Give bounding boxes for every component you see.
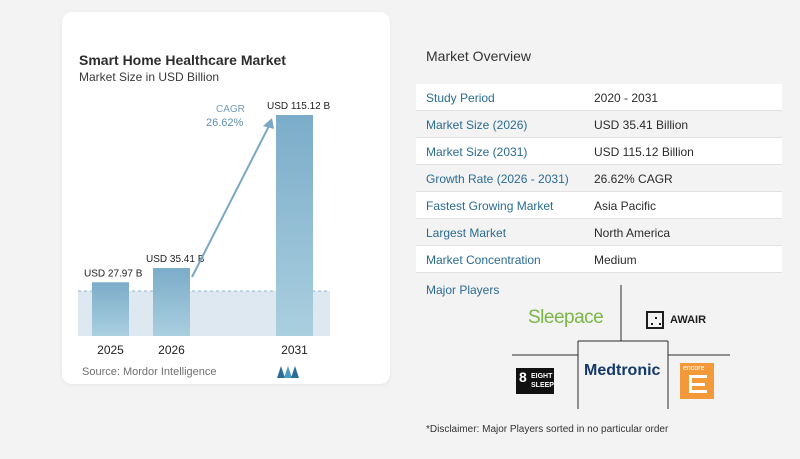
bar-2026 — [153, 268, 190, 336]
sleepace-logo: Sleepace — [528, 307, 604, 328]
overview-value: North America — [594, 226, 671, 240]
overview-row-study-period: Study Period 2020 - 2031 — [416, 84, 782, 111]
overview-value: USD 35.41 Billion — [594, 118, 689, 132]
overview-row-growth-rate: Growth Rate (2026 - 2031) 26.62% CAGR — [416, 165, 782, 192]
overview-value: USD 115.12 Billion — [594, 145, 694, 159]
overview-row-fastest-growing: Fastest Growing Market Asia Pacific — [416, 192, 782, 219]
overview-key: Growth Rate (2026 - 2031) — [426, 172, 569, 186]
encore-logo: encore — [680, 363, 714, 399]
data-label-2031: USD 115.12 B — [267, 101, 331, 112]
eight-sleep-logo-word2: SLEEP — [531, 382, 554, 389]
cagr-value: 26.62% — [206, 117, 244, 129]
encore-e-icon — [689, 375, 707, 393]
overview-key: Market Size (2031) — [426, 145, 528, 159]
overview-key: Study Period — [426, 91, 495, 105]
x-tick-2026: 2026 — [158, 343, 185, 357]
eight-sleep-logo-word1: EIGHT — [531, 373, 553, 380]
major-players-grid: Sleepace AWAIR 8 EIGHT SLEEP Medtronic e… — [508, 285, 738, 409]
cagr-arrow — [191, 118, 274, 278]
x-tick-2025: 2025 — [97, 343, 124, 357]
x-tick-2031: 2031 — [281, 343, 308, 357]
bar-chart: USD 27.97 B 2025 USD 35.41 B 2026 USD 115.12… — [78, 101, 331, 357]
overview-key: Fastest Growing Market — [426, 199, 554, 213]
awair-logo-text: AWAIR — [670, 314, 707, 326]
overview-row-size-2026: Market Size (2026) USD 35.41 Billion — [416, 111, 782, 138]
bar-2025 — [92, 282, 129, 336]
overview-value: Medium — [594, 253, 637, 267]
overview-row-concentration: Market Concentration Medium — [416, 246, 782, 273]
eight-sleep-logo-numeral: 8 — [519, 369, 527, 385]
market-overview-title: Market Overview — [426, 48, 532, 64]
overview-row-largest-market: Largest Market North America — [416, 219, 782, 246]
data-label-2026: USD 35.41 B — [146, 254, 205, 265]
chart-title: Smart Home Healthcare Market — [79, 52, 286, 68]
chart-subtitle: Market Size in USD Billion — [79, 70, 220, 84]
overview-value: Asia Pacific — [594, 199, 657, 213]
overview-value: 26.62% CAGR — [594, 172, 673, 186]
data-label-2025: USD 27.97 B — [84, 268, 143, 279]
awair-logo: AWAIR — [646, 311, 706, 329]
chart-card: Smart Home Healthcare Market Market Size… — [62, 12, 390, 384]
medtronic-logo: Medtronic — [584, 362, 661, 379]
awair-logo-icon — [646, 311, 664, 329]
overview-key: Largest Market — [426, 226, 507, 240]
encore-logo-text: encore — [683, 365, 705, 372]
source-text: Source: Mordor Intelligence — [82, 366, 217, 378]
market-overview-table: Study Period 2020 - 2031 Market Size (202… — [416, 84, 782, 273]
major-players-title: Major Players — [426, 283, 500, 297]
bar-2031 — [276, 115, 313, 336]
overview-row-size-2031: Market Size (2031) USD 115.12 Billion — [416, 138, 782, 165]
disclaimer: *Disclaimer: Major Players sorted in no … — [426, 424, 669, 435]
mordor-logo-icon — [277, 366, 299, 378]
eight-sleep-logo: 8 EIGHT SLEEP — [516, 368, 554, 394]
players-grid-lines — [512, 285, 730, 409]
cagr-label: CAGR — [216, 104, 245, 115]
overview-value: 2020 - 2031 — [594, 91, 659, 105]
overview-key: Market Concentration — [426, 253, 541, 267]
overview-key: Market Size (2026) — [426, 118, 528, 132]
